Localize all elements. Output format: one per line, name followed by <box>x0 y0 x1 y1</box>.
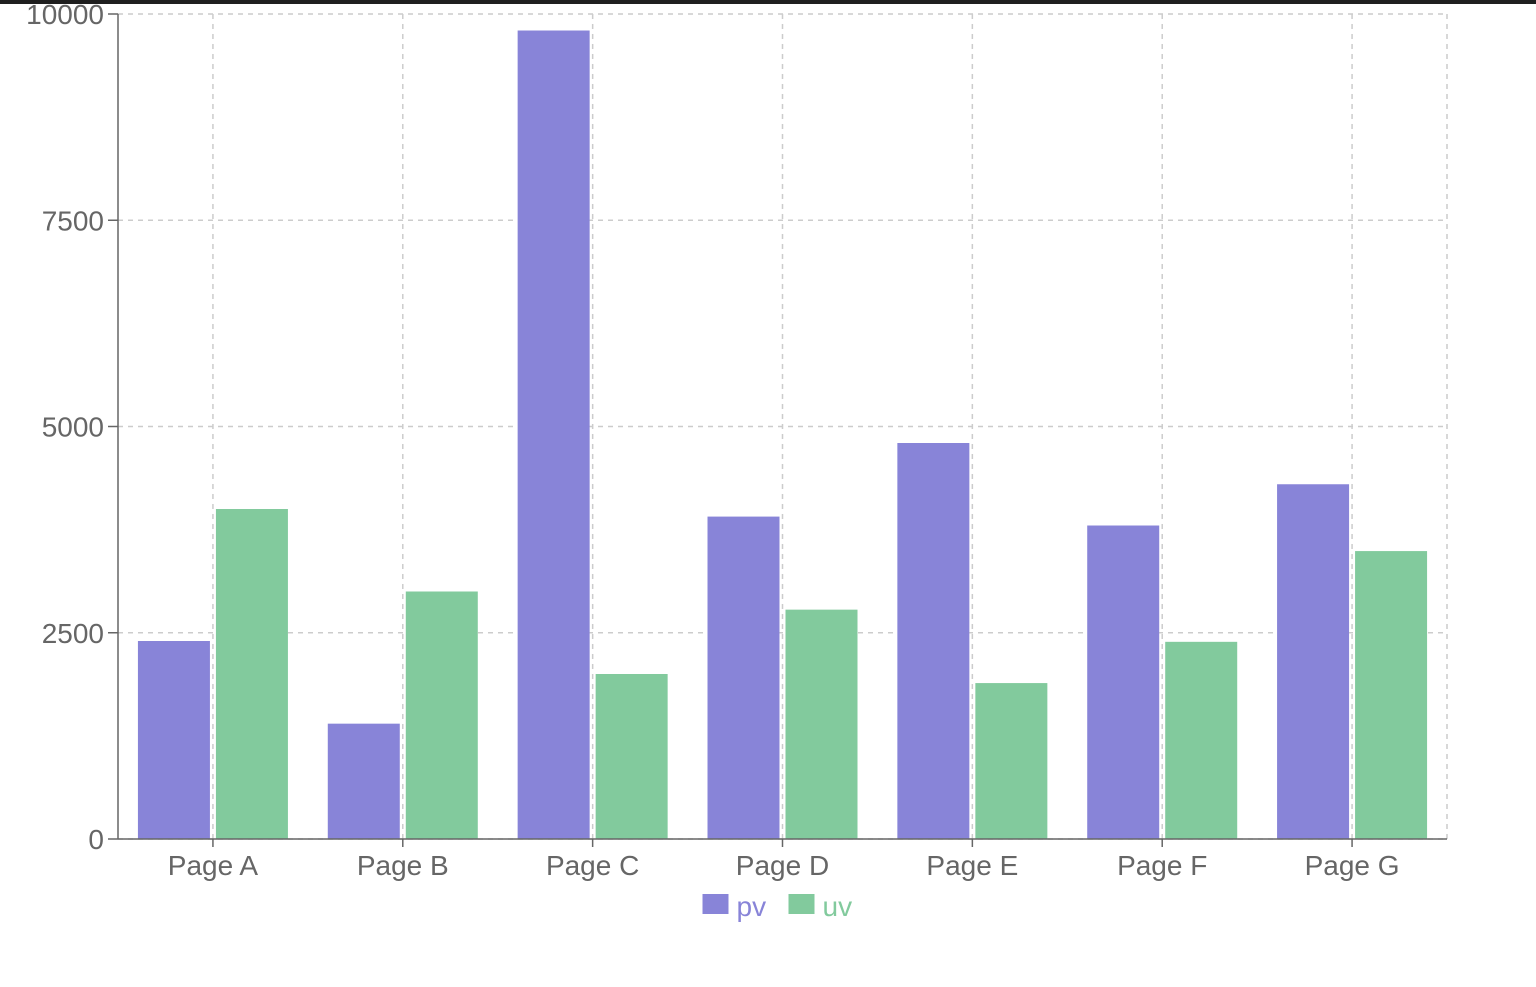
bar-pv-page-f[interactable] <box>1087 525 1160 840</box>
x-tick-label: Page G <box>1305 850 1400 881</box>
y-tick-label: 10000 <box>26 4 104 30</box>
x-tick-label: Page C <box>546 850 639 881</box>
bar-uv-page-e[interactable] <box>975 683 1048 839</box>
x-tick-label: Page E <box>926 850 1018 881</box>
legend-swatch-pv <box>702 894 729 914</box>
bar-pv-page-e[interactable] <box>897 443 970 839</box>
bar-pv-page-c[interactable] <box>517 30 590 840</box>
x-tick-label: Page D <box>736 850 829 881</box>
axes: 0 2500 5000 7500 10000 Page A Page B Page C Page… <box>26 4 1447 881</box>
x-tick-label: Page A <box>168 850 259 881</box>
bar-uv-page-c[interactable] <box>595 674 668 839</box>
x-tick-label: Page F <box>1117 850 1207 881</box>
y-tick-label: 2500 <box>42 618 104 649</box>
bar-uv-page-g[interactable] <box>1355 551 1428 839</box>
bar-pv-page-a[interactable] <box>137 641 210 839</box>
bar-uv-page-d[interactable] <box>785 609 858 839</box>
bar-uv-page-a[interactable] <box>215 509 288 839</box>
bar-pv-page-g[interactable] <box>1277 484 1350 839</box>
y-tick-label: 0 <box>88 824 104 855</box>
bar-pv-page-b[interactable] <box>327 723 400 839</box>
legend: pv uv <box>702 891 853 922</box>
y-tick-label: 5000 <box>42 412 104 443</box>
grid-lines <box>118 13 1448 840</box>
bar-uv-page-b[interactable] <box>405 591 478 840</box>
legend-label-pv: pv <box>737 891 767 922</box>
y-tick-label: 7500 <box>42 205 104 236</box>
bar-chart: 0 2500 5000 7500 10000 Page A Page B Page C Page… <box>26 4 1448 922</box>
bar-uv-page-f[interactable] <box>1165 641 1238 839</box>
legend-label-uv: uv <box>823 891 853 922</box>
bars <box>137 30 1428 840</box>
bar-pv-page-d[interactable] <box>707 516 780 839</box>
x-tick-label: Page B <box>357 850 449 881</box>
legend-swatch-uv <box>788 894 815 914</box>
